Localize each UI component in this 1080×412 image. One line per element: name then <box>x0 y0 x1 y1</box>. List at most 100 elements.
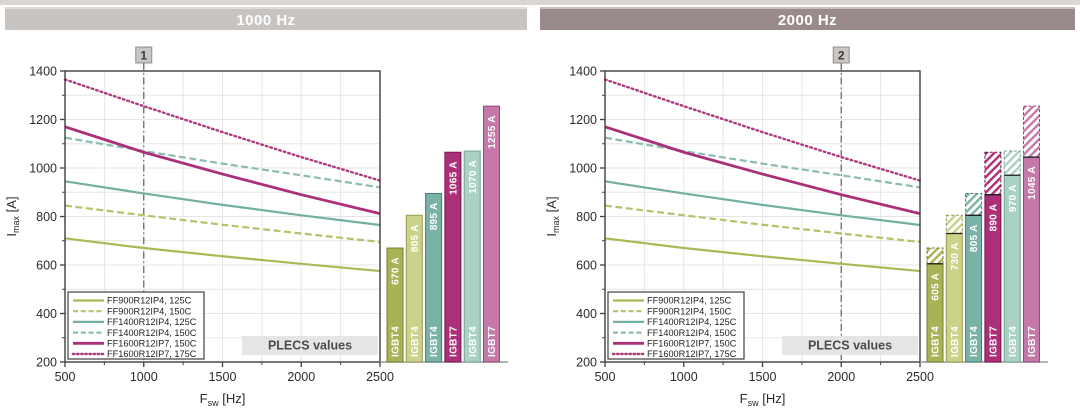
panel-1000hz: 1000 Hz 1 200 400 600 800 1000 1200 1400 500 1000… <box>4 7 527 408</box>
marker-label: 1 <box>140 49 147 63</box>
series-line <box>63 78 382 182</box>
y-tick-label: 1000 <box>29 162 57 176</box>
series-line <box>64 125 381 215</box>
legend-label: FF1600R12IP7, 175C <box>647 349 737 359</box>
x-axis-title: Fsw [Hz] <box>200 391 246 408</box>
legend-label: FF1600R12IP7, 175C <box>107 349 197 359</box>
legend-label: FF1400R12IP4, 150C <box>647 328 737 338</box>
bar <box>405 214 423 363</box>
panel-2000hz: 2000 Hz 2 200 400 600 800 1000 1200 1400 500 1000… <box>540 0 1080 412</box>
series-line <box>604 125 921 215</box>
x-tick-label: 500 <box>595 370 616 384</box>
x-tick-label: 1000 <box>670 370 698 384</box>
y-axis-title: Imax [A] <box>4 196 21 236</box>
plecs-label: PLECS values <box>808 339 892 353</box>
bar-hatch-extension <box>926 247 944 265</box>
bar-hatch-extension <box>945 214 963 234</box>
series-line <box>604 136 921 189</box>
bar-group-label: IGBT4 <box>429 326 440 357</box>
bar-value-label: 970 A <box>1008 184 1019 212</box>
x-axis-title: Fsw [Hz] <box>740 391 786 408</box>
bar <box>463 150 481 363</box>
marker-box <box>832 46 850 64</box>
bar-group-label: IGBT7 <box>449 326 460 357</box>
y-tick-label: 800 <box>576 210 597 224</box>
top-strip <box>0 0 1080 5</box>
bar-value-label: 805 A <box>969 224 980 252</box>
bar-value-label: 805 A <box>410 224 421 252</box>
bar-group-label: IGBT4 <box>468 326 479 357</box>
series-line <box>64 136 381 189</box>
panel-title-1000hz: 1000 Hz <box>5 7 527 30</box>
bar-hatch-extension <box>984 151 1002 196</box>
x-tick-label: 2500 <box>906 370 934 384</box>
bar-value-label: 1045 A <box>1027 166 1038 200</box>
bar-group: IGBT4 605 A IGBT4 730 A IGBT4 805 A IGBT7 890 A… <box>926 105 1040 363</box>
y-tick-label: 600 <box>36 259 57 273</box>
bar-value-label: 1255 A <box>487 115 498 149</box>
x-tick-label: 1500 <box>209 370 237 384</box>
series-line <box>604 180 921 227</box>
legend-label: FF900R12IP4, 150C <box>107 306 192 316</box>
y-tick-label: 1200 <box>29 113 57 127</box>
x-tick-label: 2500 <box>366 370 394 384</box>
x-tick-label: 1000 <box>130 370 158 384</box>
chart-2000hz: 2 200 400 600 800 1000 1200 1400 500 1000 1500 2000… <box>544 46 1048 408</box>
bar <box>483 105 500 363</box>
bar-group-label: IGBT4 <box>931 326 942 357</box>
series-line <box>64 180 381 227</box>
legend-label: FF1600R12IP7, 150C <box>107 339 197 349</box>
marker-label: 2 <box>838 49 845 63</box>
bar-hatch-extension <box>1023 105 1040 158</box>
bar-hatch-extension <box>965 192 983 216</box>
bar <box>386 247 404 363</box>
y-axis-title: Imax [A] <box>544 196 561 236</box>
panel-title-2000hz: 2000 Hz <box>540 7 1075 30</box>
y-tick-label: 1400 <box>29 65 57 79</box>
series-line <box>64 237 381 273</box>
series-line <box>603 78 922 182</box>
bar <box>425 192 443 363</box>
bar-value-label: 605 A <box>931 273 942 301</box>
bar-value-label: 890 A <box>989 204 1000 232</box>
x-tick-label: 1500 <box>749 370 777 384</box>
y-tick-label: 400 <box>36 307 57 321</box>
y-tick-label: 600 <box>576 259 597 273</box>
y-tick-label: 800 <box>36 210 57 224</box>
legend-label: FF900R12IP4, 125C <box>647 296 732 306</box>
x-tick-label: 500 <box>55 370 76 384</box>
plecs-label: PLECS values <box>268 339 352 353</box>
bar-value-label: 670 A <box>391 257 402 285</box>
y-tick-label: 1000 <box>569 162 597 176</box>
bar-group-label: IGBT4 <box>391 326 402 357</box>
marker-box <box>135 46 153 64</box>
bar-group-label: IGBT4 <box>950 326 961 357</box>
legend-label: FF1600R12IP7, 150C <box>647 339 737 349</box>
bar-group-label: IGBT7 <box>487 326 498 357</box>
bar-value-label: 895 A <box>429 202 440 230</box>
series-line <box>64 204 381 244</box>
bar-value-label: 1070 A <box>468 160 479 194</box>
x-tick-label: 2000 <box>827 370 855 384</box>
bar-group-label: IGBT7 <box>989 326 1000 357</box>
y-tick-label: 200 <box>576 356 597 370</box>
legend-label: FF900R12IP4, 125C <box>107 296 192 306</box>
series-line <box>604 237 921 273</box>
bar-group-label: IGBT4 <box>410 326 421 357</box>
bar <box>444 151 462 363</box>
y-tick-label: 1400 <box>569 65 597 79</box>
bar-group: IGBT4 670 A IGBT4 805 A IGBT4 895 A IGBT7 1065 … <box>386 105 500 363</box>
bar-group-label: IGBT4 <box>969 326 980 357</box>
legend-label: FF1400R12IP4, 150C <box>107 328 197 338</box>
legend-label: FF900R12IP4, 150C <box>647 306 732 316</box>
bar-group-label: IGBT4 <box>1008 326 1019 357</box>
y-tick-label: 400 <box>576 307 597 321</box>
series-lines <box>603 78 922 273</box>
series-lines <box>63 78 382 273</box>
bar-hatch-extension <box>1003 150 1021 176</box>
plecs-box <box>242 336 378 355</box>
y-tick-label: 200 <box>36 356 57 370</box>
